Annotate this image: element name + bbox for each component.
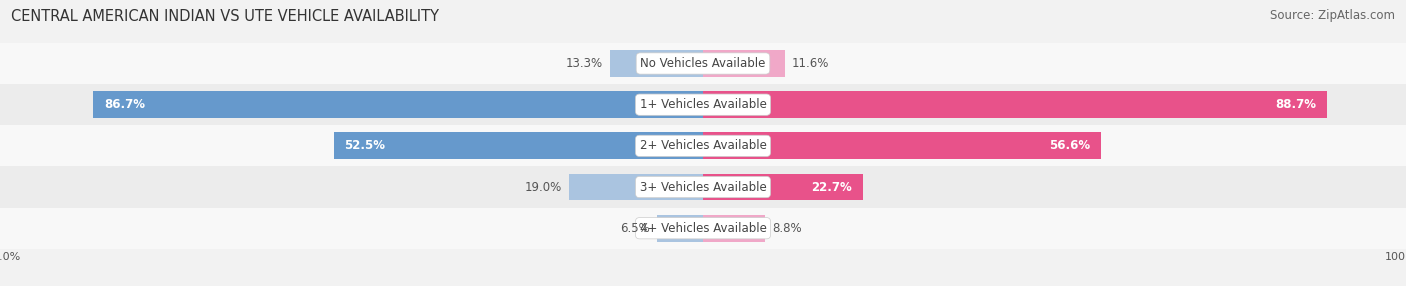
Text: 86.7%: 86.7% [104,98,145,111]
Text: 13.3%: 13.3% [565,57,603,70]
Bar [93,91,703,118]
Text: 88.7%: 88.7% [1275,98,1316,111]
Text: 11.6%: 11.6% [792,57,830,70]
Text: 22.7%: 22.7% [811,180,852,194]
Bar [703,132,1101,159]
Text: Source: ZipAtlas.com: Source: ZipAtlas.com [1270,9,1395,21]
Text: 56.6%: 56.6% [1049,139,1091,152]
Text: 19.0%: 19.0% [526,180,562,194]
Bar [0,166,1406,208]
Text: 1+ Vehicles Available: 1+ Vehicles Available [640,98,766,111]
Text: 8.8%: 8.8% [772,222,801,235]
Bar [0,84,1406,125]
Bar [703,174,863,200]
Text: No Vehicles Available: No Vehicles Available [640,57,766,70]
Bar [569,174,703,200]
Text: 52.5%: 52.5% [344,139,385,152]
Text: 2+ Vehicles Available: 2+ Vehicles Available [640,139,766,152]
Bar [703,91,1327,118]
Text: 6.5%: 6.5% [620,222,650,235]
Bar [703,50,785,77]
Text: 4+ Vehicles Available: 4+ Vehicles Available [640,222,766,235]
Bar [610,50,703,77]
Bar [0,43,1406,84]
Bar [335,132,703,159]
Bar [703,215,765,242]
Text: CENTRAL AMERICAN INDIAN VS UTE VEHICLE AVAILABILITY: CENTRAL AMERICAN INDIAN VS UTE VEHICLE A… [11,9,439,23]
Text: 3+ Vehicles Available: 3+ Vehicles Available [640,180,766,194]
Bar [657,215,703,242]
Bar [0,208,1406,249]
Bar [0,125,1406,166]
